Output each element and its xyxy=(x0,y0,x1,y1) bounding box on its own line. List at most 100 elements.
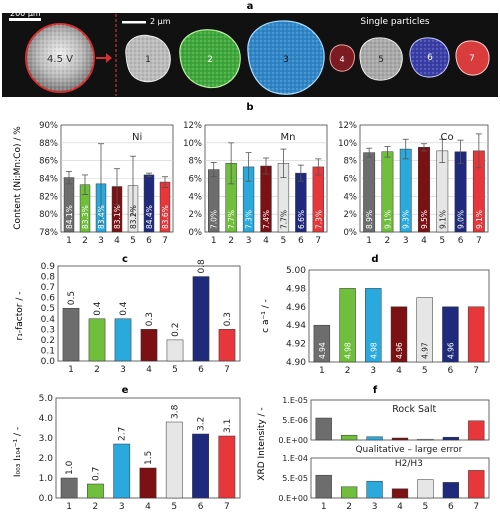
b-co-datalabel-1: 8.9% xyxy=(365,210,374,229)
d-datalabel-1: 4.94 xyxy=(318,342,327,359)
e-ylabel: I₀₀₃ I₁₀₄⁻¹ / - xyxy=(13,427,23,477)
b-ni-datalabel-3: 83.4% xyxy=(97,205,106,229)
d-bar-4 xyxy=(390,306,408,363)
d-xtick-2: 2 xyxy=(345,366,351,376)
b-co-datalabel-2: 9.1% xyxy=(383,210,392,229)
e-bar-2 xyxy=(87,483,104,499)
d-bar-5 xyxy=(416,297,433,363)
b-mn-datalabel-7: 7.3% xyxy=(314,210,323,229)
f-h2h3-bar-5 xyxy=(417,479,434,499)
chart-d: 4.90 4.92 4.94 4.96 4.98 5.00 4.94 1 4.98 2 4.98 3 4… xyxy=(286,266,490,376)
e-datalabel-2: 0.7 xyxy=(91,467,101,481)
b-co-xtick-7: 7 xyxy=(476,236,482,246)
b-mn-xtick-1: 1 xyxy=(211,236,217,246)
f-h2h3-xtick-5: 5 xyxy=(423,502,429,512)
panel-label-f: f xyxy=(373,385,378,396)
e-xtick-6: 6 xyxy=(198,502,204,512)
c-bar-2 xyxy=(88,318,106,362)
c-xtick-4: 4 xyxy=(146,365,152,375)
b-ni-xtick-1: 1 xyxy=(66,236,72,246)
b-co-datalabel-7: 9.1% xyxy=(475,210,484,229)
b-ni-ytick: 86% xyxy=(39,157,58,167)
b-ni-datalabel-2: 83.3% xyxy=(81,205,90,229)
d-xtick-7: 7 xyxy=(473,366,479,376)
c-ytick: 0.0 xyxy=(41,357,56,367)
e-xtick-4: 4 xyxy=(145,502,151,512)
e-xtick-2: 2 xyxy=(93,502,99,512)
f-h2h3-xtick-3: 3 xyxy=(372,502,378,512)
b-co-datalabel-6: 9.0% xyxy=(457,210,466,229)
e-bar-1 xyxy=(60,477,78,499)
b-ni-datalabel-6: 84.4% xyxy=(145,205,154,229)
c-datalabel-1: 0.5 xyxy=(67,291,77,305)
f-rock-salt-ytick: 1.E-05 xyxy=(282,396,308,405)
b-ni-datalabel-1: 84.1% xyxy=(65,205,74,229)
d-bar-1 xyxy=(313,324,331,363)
f-note: Qualitative – large error xyxy=(355,445,462,455)
c-ytick: 0.1 xyxy=(41,346,55,356)
c-ytick: 0.2 xyxy=(41,336,55,346)
f-rock-salt-bar-6 xyxy=(442,436,459,441)
c-bar-5 xyxy=(166,339,184,362)
b-co-xtick-1: 1 xyxy=(366,236,372,246)
b-co-xtick-2: 2 xyxy=(385,236,391,246)
d-datalabel-5: 4.97 xyxy=(421,342,430,359)
f-rock-salt-bar-3 xyxy=(366,436,383,441)
b-co-datalabel-4: 9.5% xyxy=(420,210,429,229)
b-co-datalabel-3: 9.3% xyxy=(402,210,411,229)
b-co-title: Co xyxy=(440,132,453,143)
d-ytick: 4.90 xyxy=(286,358,306,368)
voltage-label: 4.5 V xyxy=(47,54,73,65)
panel-label-b: b xyxy=(246,102,253,113)
c-xtick-5: 5 xyxy=(172,365,178,375)
b-mn-xtick-6: 6 xyxy=(298,236,304,246)
c-xtick-7: 7 xyxy=(224,365,230,375)
f-h2h3-xtick-7: 7 xyxy=(473,502,479,512)
d-ytick: 4.96 xyxy=(286,303,306,313)
e-datalabel-5: 3.8 xyxy=(170,404,180,419)
c-bar-6 xyxy=(192,276,210,362)
d-bar-6 xyxy=(442,306,459,363)
d-ytick: 4.98 xyxy=(286,284,306,294)
d-ytick: 4.92 xyxy=(286,340,306,350)
b-ni-xtick-3: 3 xyxy=(98,236,104,246)
e-xtick-5: 5 xyxy=(171,502,177,512)
b-co-ytick: 12% xyxy=(338,121,357,131)
chart-c: 0.00.10.20.30.40.50.60.70.80.90.510.420.… xyxy=(41,259,241,375)
scale-label-left: 200 µm xyxy=(10,9,41,18)
arrow-right-icon xyxy=(96,53,112,63)
particle-6: 6 xyxy=(409,37,450,78)
b-ni-ytick: 90% xyxy=(39,121,58,131)
b-co-ytick: 8% xyxy=(344,157,358,167)
b-mn-ytick: 10% xyxy=(183,139,202,149)
f-h2h3-bar-1 xyxy=(315,474,332,499)
b-mn-ytick: 8% xyxy=(189,157,203,167)
e-bar-4 xyxy=(139,467,157,499)
b-co-xtick-4: 4 xyxy=(421,236,427,246)
b-ni-xtick-7: 7 xyxy=(162,236,168,246)
b-ni-xtick-4: 4 xyxy=(114,236,120,246)
b-co-xtick-3: 3 xyxy=(403,236,409,246)
f-h2h3-bar-4 xyxy=(391,488,409,499)
e-ytick: 1.0 xyxy=(39,474,54,484)
b-ni-datalabel-5: 83.2% xyxy=(129,205,138,229)
b-mn-xtick-5: 5 xyxy=(281,236,287,246)
b-mn-ytick: 4% xyxy=(189,192,203,202)
b-ni-title: Ni xyxy=(132,132,142,143)
f-rock-salt-title: Rock Salt xyxy=(392,404,436,415)
particle-label-6: 6 xyxy=(427,53,433,63)
b-mn-datalabel-5: 7.7% xyxy=(279,210,288,229)
c-datalabel-7: 0.3 xyxy=(223,312,233,326)
b-mn-xtick-3: 3 xyxy=(246,236,252,246)
b-ni-xtick-6: 6 xyxy=(146,236,152,246)
sphere-texture xyxy=(26,24,94,92)
panel-label-e: e xyxy=(122,385,129,396)
particle-5: 5 xyxy=(359,37,403,81)
f-rock-salt-bar-4 xyxy=(391,437,409,441)
f-rock-salt-bar-7 xyxy=(468,420,485,441)
particle-2: 2 xyxy=(179,29,241,89)
panel-label-d: d xyxy=(371,254,378,265)
b-ni-datalabel-4: 83.1% xyxy=(113,205,122,229)
b-co-ytick: 6% xyxy=(344,175,358,185)
